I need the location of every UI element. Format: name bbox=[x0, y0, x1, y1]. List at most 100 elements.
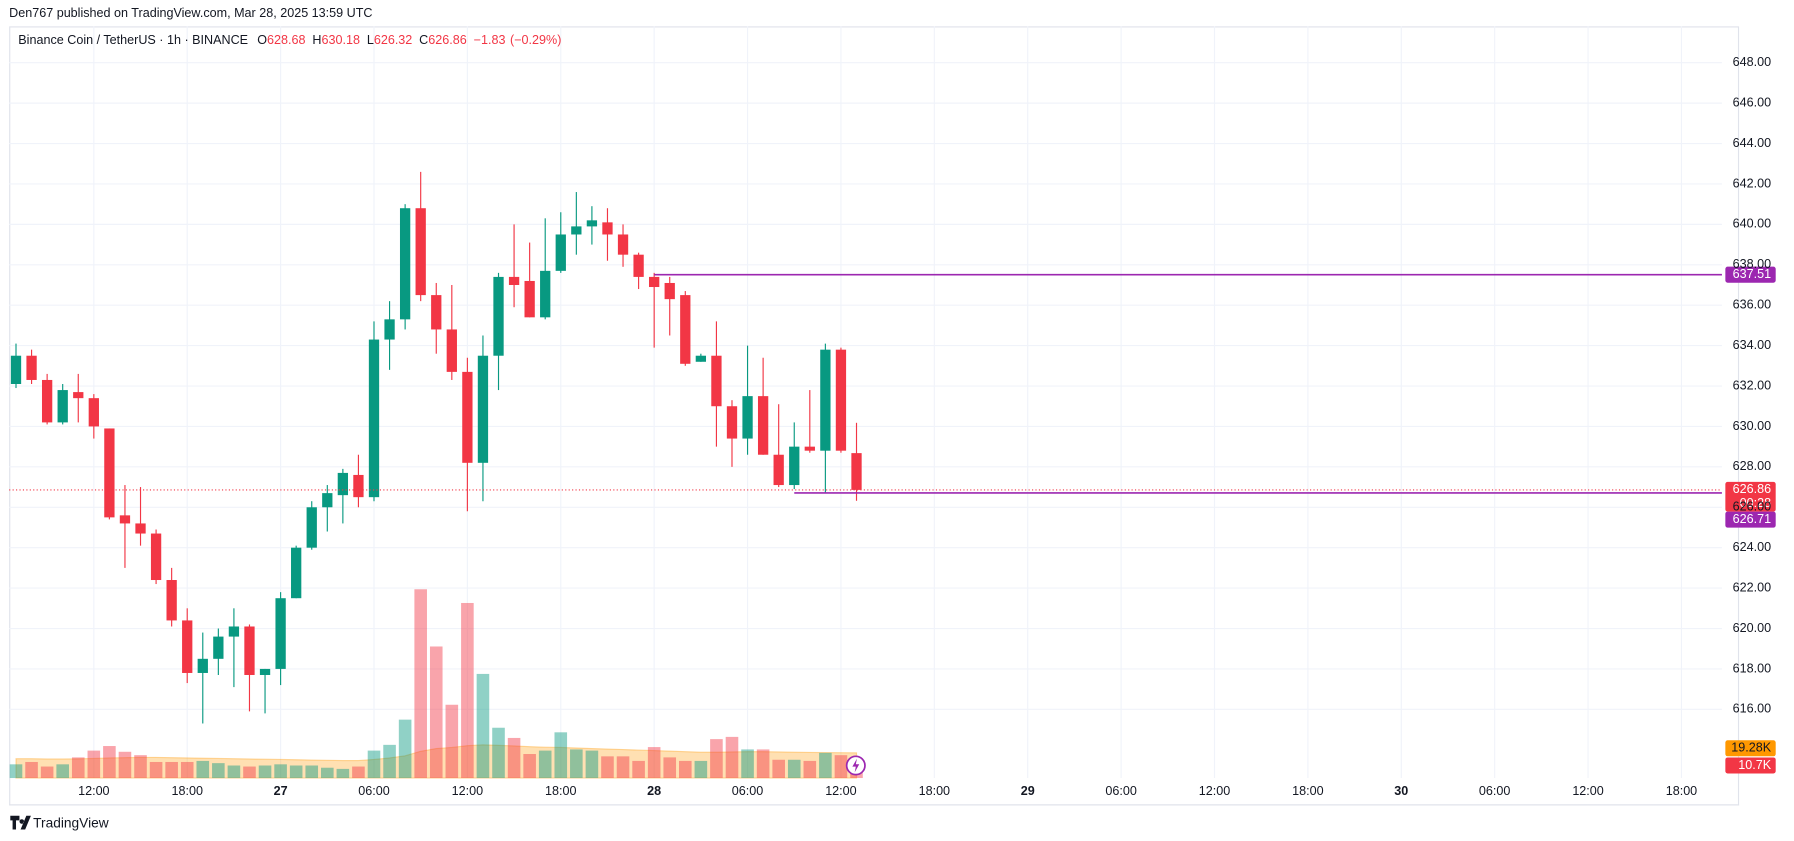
legend-field-value: 628.68 bbox=[267, 34, 305, 48]
volume-bar bbox=[9, 764, 23, 779]
y-tick-label: 642.00 bbox=[1733, 176, 1771, 190]
volume-bar bbox=[507, 737, 521, 779]
volume-bar bbox=[772, 759, 785, 779]
volume-bar bbox=[243, 766, 256, 779]
x-tick-label: 18:00 bbox=[171, 784, 202, 798]
candle-body bbox=[726, 406, 738, 439]
y-tick-label: 644.00 bbox=[1733, 136, 1771, 150]
x-tick-label: 06:00 bbox=[1479, 784, 1510, 798]
y-tick-label: 640.00 bbox=[1733, 217, 1771, 231]
countdown: 00:28 bbox=[1740, 496, 1771, 510]
volume-bar bbox=[787, 759, 801, 779]
volume-bar bbox=[476, 673, 490, 779]
symbol-title: Binance Coin / TetherUS · 1h · BINANCE bbox=[18, 34, 248, 48]
candle-body bbox=[322, 493, 333, 508]
volume-bar bbox=[352, 766, 365, 779]
volume-bar bbox=[632, 760, 645, 779]
volume-bar bbox=[180, 761, 194, 779]
candle-body bbox=[399, 208, 411, 320]
x-tick-label: 12:00 bbox=[452, 784, 483, 798]
y-tick-label: 624.00 bbox=[1733, 540, 1771, 554]
candle-body bbox=[633, 254, 644, 277]
y-tick-label: 620.00 bbox=[1733, 621, 1771, 635]
y-tick-label: 646.00 bbox=[1733, 95, 1771, 109]
candle-body bbox=[228, 626, 240, 637]
publish-info: Den767 published on TradingView.com, Mar… bbox=[9, 6, 372, 20]
candle-body bbox=[135, 523, 146, 534]
candle-body bbox=[73, 392, 84, 399]
candle-body bbox=[680, 295, 691, 364]
volume-bar bbox=[492, 727, 505, 779]
volume-bar bbox=[679, 760, 692, 779]
volume-bar bbox=[165, 761, 178, 779]
volume-bar bbox=[336, 768, 350, 779]
volume-bar bbox=[819, 752, 832, 779]
volume-bar bbox=[118, 751, 132, 779]
y-tick-label: 626.00 bbox=[1733, 500, 1771, 514]
level-label: 626.71 bbox=[1733, 512, 1771, 526]
candle-body bbox=[446, 329, 457, 372]
y-tick-label: 630.00 bbox=[1733, 419, 1771, 433]
y-tick-label: 632.00 bbox=[1733, 378, 1771, 392]
y-tick-label: 628.00 bbox=[1733, 459, 1771, 473]
volume-bar bbox=[834, 755, 848, 779]
price-label: 626.86 bbox=[1733, 482, 1771, 496]
volume-bar bbox=[367, 750, 381, 779]
logo[interactable]: TradingView bbox=[10, 815, 109, 830]
level-label: 637.51 bbox=[1733, 267, 1771, 281]
candle-body bbox=[150, 533, 162, 581]
candle-body bbox=[695, 355, 707, 362]
volume-ma-label-box bbox=[1725, 740, 1776, 757]
volume-bar bbox=[601, 756, 614, 779]
candles bbox=[10, 171, 862, 724]
candle-body bbox=[602, 222, 613, 235]
x-tick-label: 18:00 bbox=[545, 784, 576, 798]
volume-bar bbox=[538, 750, 552, 779]
legend-field-value: 626.32 bbox=[374, 34, 412, 48]
candle-body bbox=[353, 474, 364, 498]
candle-body bbox=[617, 234, 629, 255]
candle-body bbox=[820, 349, 831, 451]
candle-body bbox=[26, 355, 37, 380]
candle-body bbox=[664, 282, 675, 300]
legend-field-label: L bbox=[367, 34, 374, 48]
candle-body bbox=[166, 580, 177, 621]
volume-bar bbox=[40, 766, 54, 779]
volume-bar bbox=[725, 736, 739, 779]
volume-bar bbox=[71, 757, 85, 779]
candle-body bbox=[804, 446, 815, 451]
candle-body bbox=[88, 398, 99, 427]
legend-field-label: H bbox=[312, 34, 321, 48]
legend-field-label: C bbox=[419, 34, 428, 48]
volume-bar bbox=[56, 764, 69, 779]
logo-icon bbox=[10, 815, 31, 830]
candle-body bbox=[291, 547, 302, 599]
volume-bar bbox=[694, 760, 708, 779]
x-tick-label: 12:00 bbox=[1572, 784, 1603, 798]
x-tick-label: 18:00 bbox=[1292, 784, 1323, 798]
volume-bar bbox=[647, 747, 661, 779]
candle-body bbox=[508, 276, 520, 285]
volume-bar bbox=[585, 750, 599, 779]
volume-bar bbox=[227, 765, 241, 779]
volume-bar bbox=[803, 760, 817, 779]
candle-body bbox=[119, 515, 131, 524]
candle-body bbox=[104, 428, 115, 518]
volume-bar bbox=[710, 739, 723, 779]
volume-bar bbox=[663, 757, 677, 779]
price-label-box bbox=[1725, 481, 1776, 512]
candle-body bbox=[540, 270, 551, 318]
x-tick-label: 29 bbox=[1021, 784, 1035, 798]
candle-body bbox=[306, 507, 317, 548]
candle-body bbox=[524, 280, 535, 318]
volume-bar bbox=[212, 763, 225, 779]
candle-body bbox=[41, 379, 53, 423]
candle-body bbox=[757, 396, 769, 455]
volume-bar bbox=[134, 755, 147, 779]
candle-body bbox=[789, 446, 800, 486]
candle-body bbox=[337, 472, 349, 496]
x-tick-label: 06:00 bbox=[732, 784, 763, 798]
volume-ma-label: 19.28K bbox=[1731, 741, 1771, 755]
